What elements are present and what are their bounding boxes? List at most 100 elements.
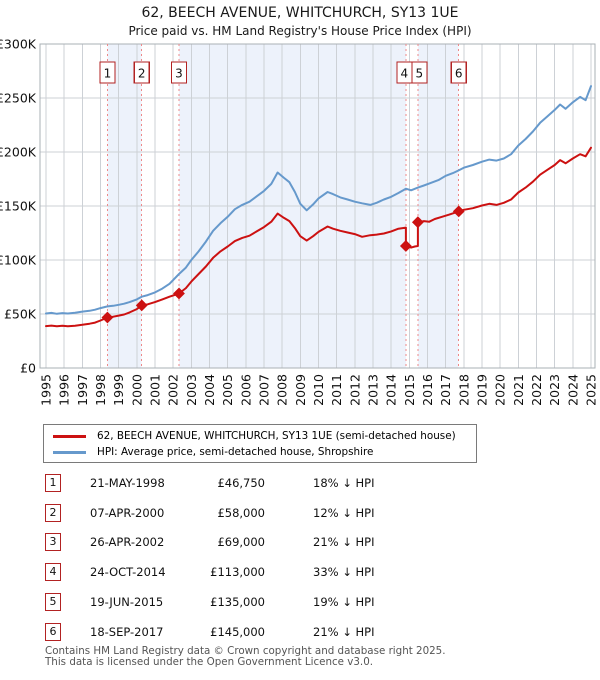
license-note: Contains HM Land Registry data © Crown c… bbox=[45, 645, 446, 669]
x-axis-label: 2009 bbox=[293, 374, 308, 406]
sale-date: 26-APR-2002 bbox=[90, 535, 165, 550]
x-axis-label: 2002 bbox=[166, 374, 181, 406]
x-axis-label: 2004 bbox=[202, 374, 217, 406]
sale-marker bbox=[452, 205, 465, 218]
sale-number-badge: 4 bbox=[45, 563, 61, 582]
chart-legend: 62, BEECH AVENUE, WHITCHURCH, SY13 1UE (… bbox=[43, 424, 477, 463]
sale-price: £113,000 bbox=[210, 565, 265, 580]
sale-price: £46,750 bbox=[217, 475, 265, 490]
sale-hpi-diff: 18% ↓ HPI bbox=[313, 475, 375, 490]
x-axis-label: 2013 bbox=[366, 374, 381, 406]
x-axis-label: 2016 bbox=[420, 374, 435, 406]
sale-row-1: 1 21-MAY-1998 £46,750 18% ↓ HPI bbox=[0, 468, 600, 498]
license-line-1: Contains HM Land Registry data © Crown c… bbox=[45, 645, 446, 657]
sale-number-badge: 6 bbox=[45, 622, 61, 641]
sale-number-badge: 3 bbox=[45, 533, 61, 552]
y-axis-label: £300K bbox=[0, 37, 37, 52]
x-axis-label: 2018 bbox=[456, 374, 471, 406]
license-line-2: This data is licensed under the Open Gov… bbox=[45, 656, 374, 669]
sale-number-label: 6 bbox=[455, 67, 463, 81]
sale-row-2: 2 07-APR-2000 £58,000 12% ↓ HPI bbox=[0, 498, 600, 528]
x-axis-label: 2006 bbox=[238, 374, 253, 406]
x-axis-label: 1996 bbox=[57, 374, 72, 406]
x-axis-label: 1997 bbox=[75, 374, 90, 406]
sale-hpi-diff: 19% ↓ HPI bbox=[313, 595, 375, 610]
y-axis-label: £200K bbox=[0, 145, 37, 160]
chart-title: 62, BEECH AVENUE, WHITCHURCH, SY13 1UE bbox=[141, 5, 459, 21]
hpi-line-swatch bbox=[53, 450, 86, 454]
sale-number-badge: 1 bbox=[45, 473, 61, 492]
y-axis-label: £0 bbox=[20, 361, 36, 376]
x-axis-label: 2022 bbox=[529, 374, 544, 406]
sale-hpi-diff: 33% ↓ HPI bbox=[313, 565, 375, 580]
x-axis-label: 2014 bbox=[384, 374, 399, 406]
x-axis-label: 2003 bbox=[184, 374, 199, 406]
sale-number-label: 1 bbox=[104, 67, 112, 81]
sale-marker bbox=[411, 216, 424, 229]
property-line-swatch bbox=[53, 434, 86, 438]
sale-marker bbox=[399, 240, 412, 252]
x-axis-label: 2007 bbox=[257, 374, 272, 406]
x-axis-label: 2024 bbox=[565, 374, 580, 406]
sale-marker bbox=[101, 311, 114, 324]
sale-number-box bbox=[411, 61, 428, 84]
chart-subtitle: Price paid vs. HM Land Registry's House … bbox=[128, 24, 472, 38]
sale-marker bbox=[173, 287, 185, 300]
x-axis-label: 2025 bbox=[584, 374, 599, 406]
sale-date: 24-OCT-2014 bbox=[90, 565, 166, 580]
sale-row-5: 5 19-JUN-2015 £135,000 19% ↓ HPI bbox=[0, 587, 600, 617]
legend-label-hpi: HPI: Average price, semi-detached house,… bbox=[97, 446, 374, 458]
legend-item-property: 62, BEECH AVENUE, WHITCHURCH, SY13 1UE (… bbox=[53, 428, 476, 444]
price-history-chart: 1 2 3 45 6 £0 £50K £100K £150K £200K £250K £300K 199… bbox=[0, 37, 599, 406]
x-axis-label: 1998 bbox=[93, 374, 108, 406]
sale-number-label: 3 bbox=[175, 67, 183, 81]
sale-price: £135,000 bbox=[210, 595, 265, 610]
x-axis-label: 2010 bbox=[311, 374, 326, 406]
sale-price: £145,000 bbox=[210, 624, 265, 639]
x-axis-label: 2000 bbox=[129, 374, 144, 406]
sale-number-box bbox=[99, 61, 116, 84]
sale-price: £58,000 bbox=[217, 505, 265, 520]
sale-row-3: 3 26-APR-2002 £69,000 21% ↓ HPI bbox=[0, 528, 600, 558]
x-axis-label: 2011 bbox=[329, 374, 344, 406]
y-axis-label: £100K bbox=[0, 253, 37, 268]
sale-date: 18-SEP-2017 bbox=[90, 624, 164, 639]
sale-row-4: 4 24-OCT-2014 £113,000 33% ↓ HPI bbox=[0, 557, 600, 587]
legend-label-property: 62, BEECH AVENUE, WHITCHURCH, SY13 1UE (… bbox=[97, 430, 456, 442]
x-axis-label: 2005 bbox=[220, 374, 235, 406]
sale-hpi-diff: 21% ↓ HPI bbox=[313, 624, 375, 639]
sale-hpi-diff: 12% ↓ HPI bbox=[313, 505, 375, 520]
x-axis-label: 1999 bbox=[111, 374, 126, 406]
sale-number-label: 5 bbox=[416, 67, 424, 81]
y-axis-label: £250K bbox=[0, 91, 37, 106]
x-axis-label: 2020 bbox=[493, 374, 508, 406]
sale-date: 07-APR-2000 bbox=[90, 505, 165, 520]
x-axis-label: 2001 bbox=[148, 374, 163, 406]
sale-date: 21-MAY-1998 bbox=[90, 475, 165, 490]
x-axis-label: 2017 bbox=[438, 374, 453, 406]
y-axis-label: £50K bbox=[4, 307, 37, 322]
y-axis-label: £150K bbox=[0, 199, 37, 214]
sale-number-badge: 5 bbox=[45, 593, 61, 612]
sale-price: £69,000 bbox=[217, 535, 265, 550]
property-price-line bbox=[45, 146, 592, 328]
sales-table: 1 21-MAY-1998 £46,750 18% ↓ HPI 2 07-APR… bbox=[0, 468, 600, 647]
sale-number-box bbox=[450, 61, 467, 84]
x-axis-label: 2021 bbox=[511, 374, 526, 406]
plot-frame bbox=[39, 43, 596, 369]
sale-number-label: 2 bbox=[138, 67, 146, 81]
sale-number-box bbox=[133, 61, 150, 84]
x-axis-label: 2008 bbox=[275, 374, 290, 406]
x-axis-label: 2012 bbox=[347, 374, 362, 406]
x-axis-label: 2019 bbox=[475, 374, 490, 406]
sale-hpi-diff: 21% ↓ HPI bbox=[313, 535, 375, 550]
sale-date: 19-JUN-2015 bbox=[90, 595, 164, 610]
sale-row-6: 6 18-SEP-2017 £145,000 21% ↓ HPI bbox=[0, 617, 600, 647]
sale-marker bbox=[135, 299, 148, 312]
x-axis-label: 2023 bbox=[547, 374, 562, 406]
x-axis-label: 1995 bbox=[39, 374, 54, 406]
x-axis-label: 2015 bbox=[402, 374, 417, 406]
sale-number-box bbox=[170, 61, 188, 84]
hpi-line bbox=[45, 85, 592, 315]
